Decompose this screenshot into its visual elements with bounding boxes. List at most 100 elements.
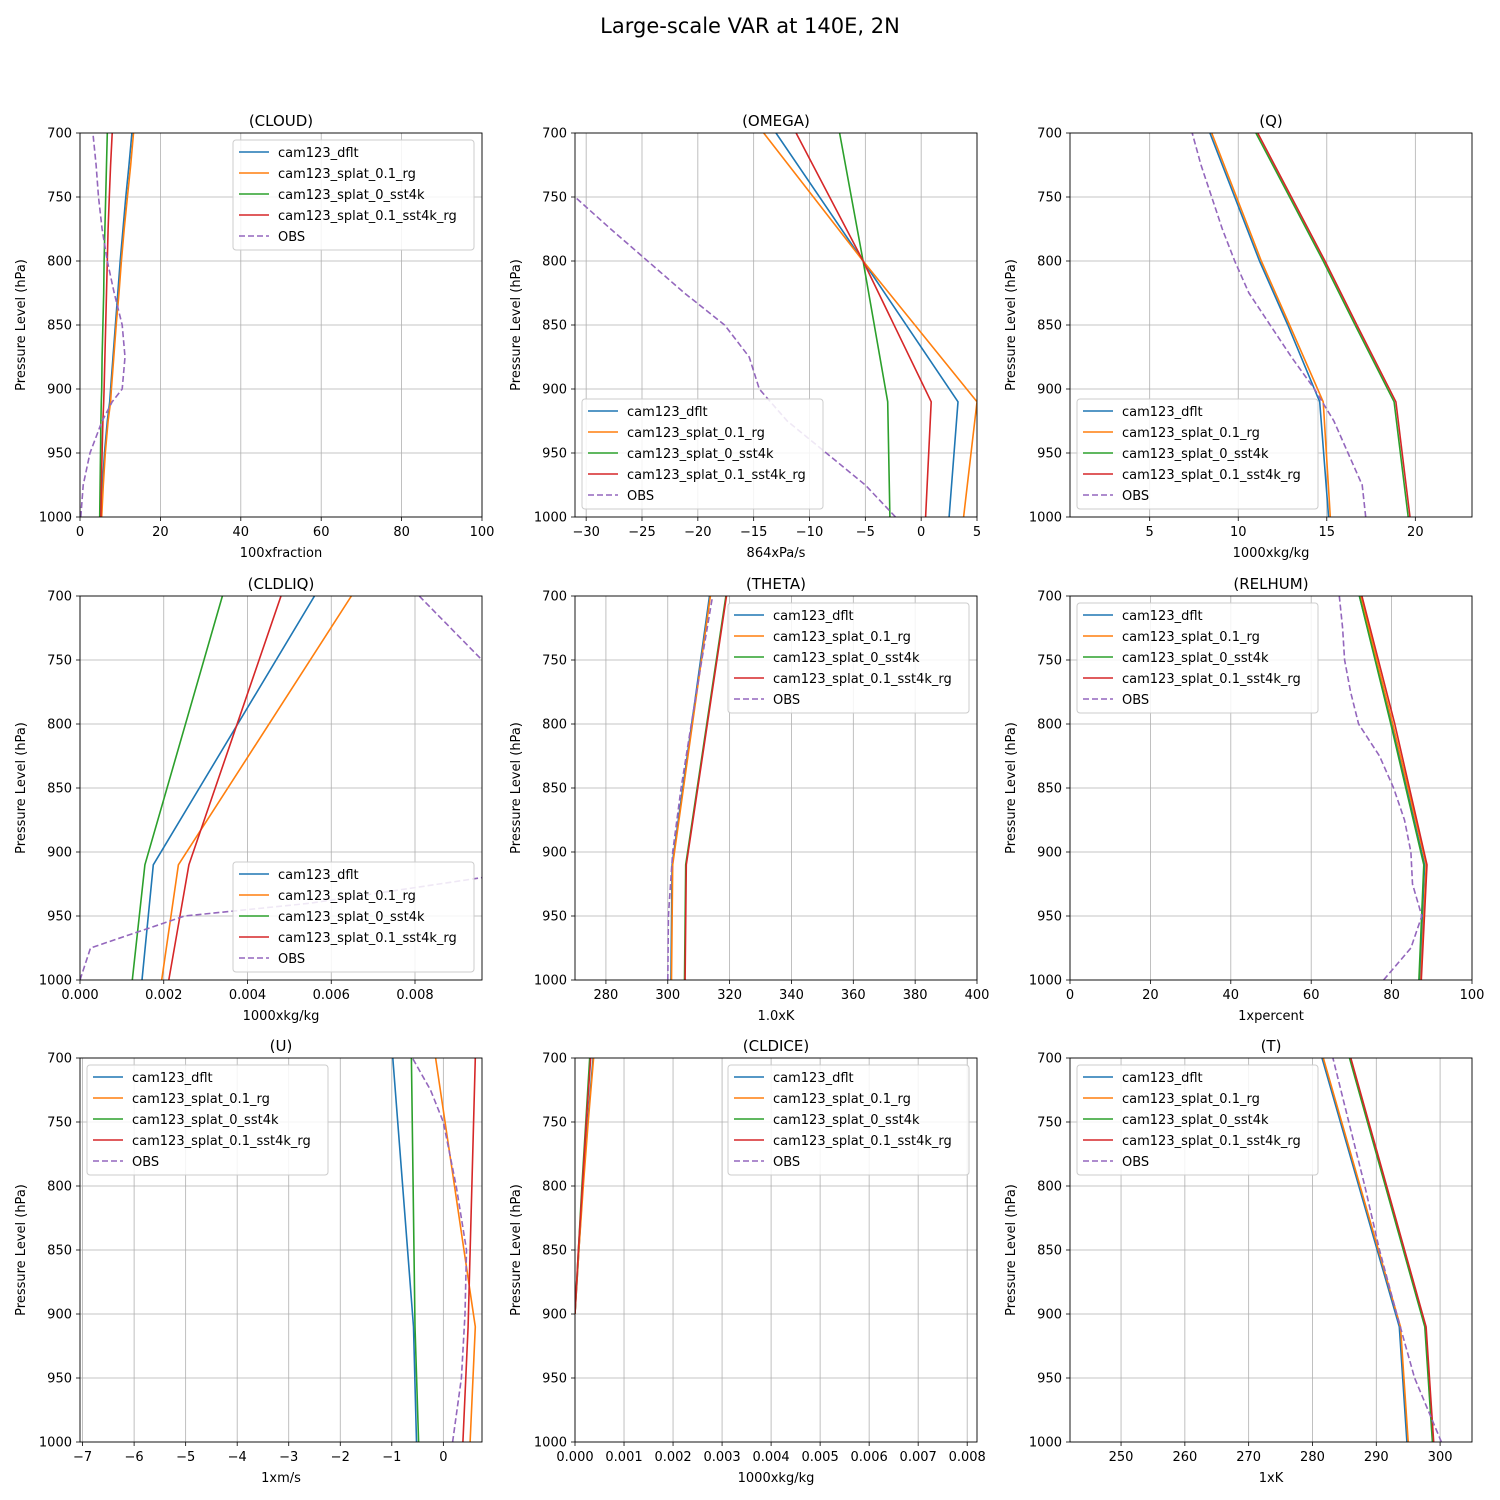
x-tick-label: −20 [684, 525, 711, 540]
y-tick-label: 900 [542, 846, 567, 861]
plot-frame [574, 595, 978, 981]
y-tick-label: 900 [542, 1308, 567, 1323]
x-tick-label: −5 [176, 1450, 195, 1465]
legend: cam123_dflt cam123_splat_0.1_rg cam123_spl… [581, 398, 824, 510]
x-tick-label: 100 [1460, 988, 1485, 1003]
x-tick-label: 0.000 [556, 1450, 593, 1465]
legend: cam123_dflt cam123_splat_0.1_rg cam123_spl… [727, 602, 970, 714]
legend-box [581, 398, 824, 510]
y-tick-label: 1000 [39, 1436, 72, 1451]
legend-entry-label: OBS [773, 1155, 800, 1170]
x-tick-label: 100 [470, 525, 495, 540]
x-tick-label: 0.008 [949, 1450, 986, 1465]
legend-entry-label: cam123_splat_0.1_rg [1122, 1092, 1260, 1107]
y-tick-label: 700 [47, 1052, 72, 1067]
subplot-title: (THETA) [746, 575, 806, 593]
legend-entry-label: cam123_splat_0.1_sst4k_rg [627, 468, 806, 483]
subplot-title: (CLDLIQ) [248, 575, 315, 593]
series-line-cam123_dflt [1321, 1058, 1408, 1442]
legend-entry-label: cam123_splat_0.1_rg [132, 1092, 270, 1107]
legend-entry-label: cam123_splat_0.1_sst4k_rg [773, 672, 952, 687]
x-tick-label: 5 [973, 525, 981, 540]
y-tick-label: 700 [47, 127, 72, 142]
y-tick-label: 1000 [534, 974, 567, 989]
legend-entry-label: cam123_splat_0.1_rg [627, 426, 765, 441]
series-line-cam123_splat_0.1_sst4k_rg [684, 596, 728, 980]
y-tick-label: 800 [1037, 718, 1062, 733]
legend-entry-label: OBS [132, 1155, 159, 1170]
series-line-cam123_splat_0_sst4k [1358, 596, 1425, 980]
legend-entry-label: cam123_splat_0.1_sst4k_rg [773, 1134, 952, 1149]
y-tick-label: 950 [1037, 1372, 1062, 1387]
y-tick-label: 700 [542, 590, 567, 605]
y-tick-label: 700 [1037, 127, 1062, 142]
plot-frame [1069, 595, 1473, 981]
x-axis-label: 1xK [1259, 1471, 1284, 1486]
subplot-title: (OMEGA) [742, 112, 810, 130]
legend-entry-label: cam123_splat_0_sst4k [132, 1113, 279, 1128]
x-tick-label: 0.002 [654, 1450, 691, 1465]
x-tick-label: 0.006 [851, 1450, 888, 1465]
subplot-title: (CLOUD) [249, 112, 313, 130]
legend-entry-label: cam123_splat_0.1_rg [773, 1092, 911, 1107]
x-tick-label: 80 [393, 525, 410, 540]
x-axis-label: 1xpercent [1238, 1009, 1304, 1024]
series-line-cam123_splat_0.1_sst4k_rg [168, 596, 282, 980]
x-tick-label: 380 [903, 988, 928, 1003]
x-tick-label: 0.004 [752, 1450, 789, 1465]
legend-box [1076, 398, 1319, 510]
series-group [575, 1058, 595, 1315]
x-tick-label: 20 [1142, 988, 1159, 1003]
y-tick-label: 900 [1037, 1308, 1062, 1323]
legend-entry-label: cam123_splat_0_sst4k [773, 651, 920, 666]
legend-box [1076, 602, 1319, 714]
y-tick-label: 1000 [1029, 511, 1062, 526]
legend-entry-label: cam123_splat_0.1_rg [1122, 630, 1260, 645]
legend: cam123_dflt cam123_splat_0.1_rg cam123_spl… [727, 1064, 970, 1176]
x-tick-label: 0.003 [703, 1450, 740, 1465]
subplot-title: (Q) [1259, 112, 1283, 130]
x-tick-label: 300 [655, 988, 680, 1003]
x-tick-label: 0.007 [900, 1450, 937, 1465]
legend-entry-label: OBS [773, 693, 800, 708]
y-tick-label: 1000 [534, 511, 567, 526]
series-line-cam123_splat_0.1_rg [100, 133, 135, 517]
x-tick-label: 270 [1236, 1450, 1261, 1465]
legend-entry-label: cam123_splat_0.1_sst4k_rg [1122, 672, 1301, 687]
y-tick-label: 700 [1037, 1052, 1062, 1067]
x-axis-label: 1.0xK [758, 1009, 795, 1024]
series-line-cam123_splat_0_sst4k [410, 1058, 420, 1442]
y-tick-label: 1000 [1029, 974, 1062, 989]
series-line-cam123_splat_0_sst4k [98, 133, 109, 517]
y-tick-label: 800 [1037, 1180, 1062, 1195]
series-group [1191, 133, 1411, 517]
series-line-cam123_splat_0.1_rg [763, 133, 977, 517]
legend-entry-label: cam123_splat_0.1_sst4k_rg [132, 1134, 311, 1149]
x-tick-label: 360 [841, 988, 866, 1003]
y-tick-label: 700 [1037, 590, 1062, 605]
x-tick-label: 0 [76, 525, 84, 540]
x-tick-label: 20 [152, 525, 169, 540]
subplot-u: −7 −6 −5 −4 −3 −2 −1 0 700 750 800 850 900 950 1000 (U)… [14, 1037, 483, 1486]
x-tick-label: −10 [796, 525, 823, 540]
y-tick-label: 1000 [39, 974, 72, 989]
x-tick-label: −1 [382, 1450, 401, 1465]
subplot-title: (CLDICE) [743, 1037, 809, 1055]
y-tick-label: 950 [47, 1372, 72, 1387]
series-group [575, 133, 977, 517]
y-tick-label: 750 [1037, 1116, 1062, 1131]
y-axis-label: Pressure Level (hPa) [1004, 722, 1019, 854]
y-tick-label: 850 [1037, 1244, 1062, 1259]
series-group [1338, 596, 1428, 980]
x-tick-label: 0.001 [605, 1450, 642, 1465]
x-tick-label: 0 [917, 525, 925, 540]
legend: cam123_dflt cam123_splat_0.1_rg cam123_spl… [232, 139, 475, 251]
x-tick-label: 250 [1109, 1450, 1134, 1465]
y-tick-label: 900 [542, 383, 567, 398]
y-tick-label: 750 [47, 191, 72, 206]
y-tick-label: 800 [47, 1180, 72, 1195]
legend-entry-label: cam123_dflt [773, 609, 854, 624]
series-group [392, 1058, 477, 1442]
y-tick-label: 900 [1037, 383, 1062, 398]
y-tick-label: 700 [542, 1052, 567, 1067]
